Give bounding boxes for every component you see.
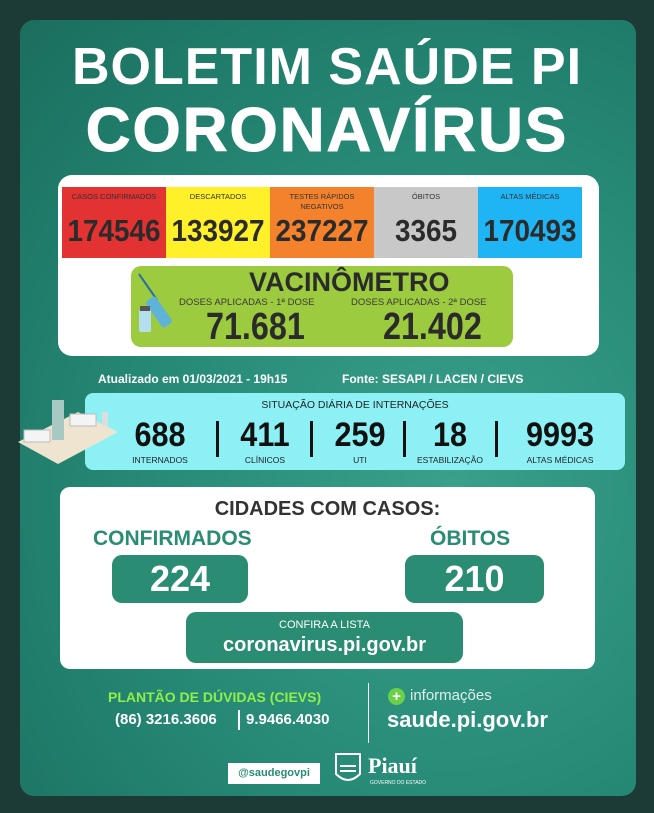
state-coat-of-arms-icon <box>335 753 361 781</box>
stat-value: 3365 <box>394 213 458 248</box>
stat-value: 174546 <box>67 213 161 248</box>
source-text: Fonte: SESAPI / LACEN / CIEVS <box>342 372 524 386</box>
stat-0: CASOS CONFIRMADOS 174546 <box>62 187 166 258</box>
obitos-label: ÓBITOS <box>430 527 511 550</box>
internacao-value: 411 <box>240 416 290 454</box>
stat-value: 237227 <box>275 213 369 248</box>
internacao-value: 9993 <box>525 416 595 454</box>
hospital-beds-icon <box>18 400 118 464</box>
separator <box>495 421 498 457</box>
internacao-label: ESTABILIZAÇÃO <box>417 455 483 465</box>
title: BOLETIM SAÚDE PI <box>71 38 583 96</box>
confirmados-label: CONFIRMADOS <box>93 527 252 550</box>
lista-url[interactable]: coronavirus.pi.gov.br <box>223 634 426 656</box>
separator <box>216 421 219 457</box>
internacao-value: 18 <box>432 416 468 454</box>
dose2-value: 21.402 <box>383 306 482 348</box>
internacao-value: 688 <box>134 416 186 454</box>
stat-3: ÓBITOS 3365 <box>374 187 478 258</box>
obitos-value: 210 <box>405 555 544 603</box>
lista-link[interactable]: CONFIRA A LISTA coronavirus.pi.gov.br <box>186 612 463 663</box>
stat-label: ÓBITOS <box>411 192 441 201</box>
vacinometro-title: VACINÔMETRO <box>249 267 450 297</box>
dose1-label: DOSES APLICADAS - 1ª DOSE <box>179 297 315 308</box>
internacoes-panel: SITUAÇÃO DIÁRIA DE INTERNAÇÕES 688 INTERN… <box>85 393 625 470</box>
lista-label: CONFIRA A LISTA <box>279 619 370 631</box>
phone-1[interactable]: (86) 3216.3606 <box>115 711 217 728</box>
stat-label: TESTES RÁPIDOS NEGATIVOS <box>289 192 355 211</box>
separator <box>403 421 406 457</box>
info-label: informações <box>410 687 492 704</box>
footer-divider <box>368 683 369 743</box>
phone-2[interactable]: 9.9466.4030 <box>246 711 330 728</box>
internacao-label: ALTAS MÉDICAS <box>526 455 594 465</box>
divider <box>238 710 240 730</box>
stat-label: CASOS CONFIRMADOS <box>71 192 157 201</box>
updated-text: Atualizado em 01/03/2021 - 19h15 <box>98 372 288 386</box>
internacao-label: UTI <box>353 455 367 465</box>
dose1-value: 71.681 <box>206 306 305 348</box>
internacao-value: 259 <box>334 416 386 454</box>
stat-4: ALTAS MÉDICAS 170493 <box>478 187 582 258</box>
info-url[interactable]: saude.pi.gov.br <box>387 707 548 732</box>
separator <box>310 421 313 457</box>
stat-label: DESCARTADOS <box>189 192 247 201</box>
subtitle: CORONAVÍRUS <box>85 96 569 165</box>
syringe-vaccine-icon <box>138 273 172 332</box>
stat-value: 133927 <box>171 213 265 248</box>
confirmados-value: 224 <box>112 555 248 603</box>
dose2-label: DOSES APLICADAS - 2ª DOSE <box>351 297 487 308</box>
internacoes-title: SITUAÇÃO DIÁRIA DE INTERNAÇÕES <box>261 399 449 411</box>
stat-value: 170493 <box>483 213 577 248</box>
plantao-label: PLANTÃO DE DÚVIDAS (CIEVS) <box>108 689 322 705</box>
cidades-title: CIDADES COM CASOS: <box>214 498 441 520</box>
stat-label: ALTAS MÉDICAS <box>500 192 560 201</box>
logo-subtext: GOVERNO DO ESTADO <box>370 780 427 786</box>
plus-icon: + <box>388 688 405 705</box>
stat-2: TESTES RÁPIDOS NEGATIVOS 237227 <box>270 187 374 258</box>
internacao-label: INTERNADOS <box>132 455 188 465</box>
social-handle[interactable]: @saudegovpi <box>228 763 320 784</box>
stat-1: DESCARTADOS 133927 <box>166 187 270 258</box>
internacao-label: CLÍNICOS <box>244 455 286 465</box>
logo-text: Piauí <box>368 753 417 778</box>
vacinometro-panel: VACINÔMETRO DOSES APLICADAS - 1ª DOSE DO… <box>131 266 513 347</box>
